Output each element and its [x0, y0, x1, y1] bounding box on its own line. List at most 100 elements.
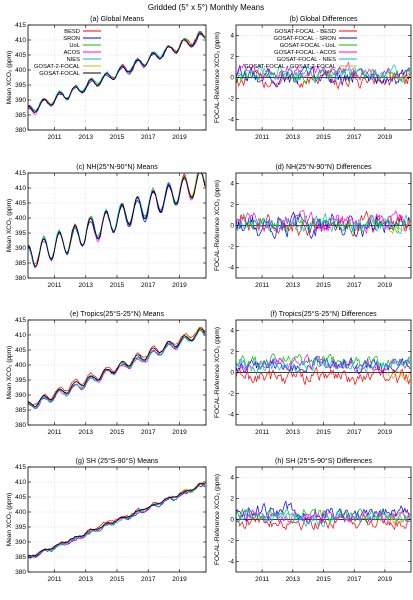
legend-label: GOSAT-2-FOCAL — [34, 64, 81, 70]
series-line — [235, 507, 411, 525]
panel-title: (b) Global Differences — [290, 16, 358, 23]
y-tick-label: 390 — [15, 97, 26, 104]
series-line — [27, 326, 206, 405]
x-tick-label: 2019 — [172, 134, 187, 141]
y-axis-label: FOCAL-Reference XCO₂ (ppm) — [214, 474, 221, 565]
x-tick-label: 2011 — [255, 282, 269, 289]
chart-panel: 2011 2013 2015 2017 2019 380 385 390 395 400 405 41… — [6, 16, 207, 141]
x-tick-label: 2011 — [48, 429, 62, 436]
x-tick-label: 2015 — [316, 134, 331, 141]
x-tick-label: 2017 — [141, 576, 156, 583]
legend: BESDSRONUoLACOSNIESGOSAT-2-FOCALGOSAT-FO… — [34, 29, 101, 77]
legend-label: GOSAT-FOCAL - SRON — [274, 36, 336, 42]
x-tick-label: 2013 — [286, 576, 301, 583]
x-tick-label: 2011 — [48, 282, 62, 289]
y-tick-label: -4 — [228, 559, 234, 566]
y-tick-label: 410 — [15, 332, 26, 339]
series-line — [27, 483, 206, 559]
y-tick-label: 385 — [15, 260, 26, 267]
y-tick-label: 415 — [15, 170, 26, 177]
y-tick-label: 4 — [230, 475, 234, 482]
series-line — [27, 172, 206, 267]
y-tick-label: 0 — [230, 223, 234, 230]
x-tick-label: 2017 — [347, 429, 362, 436]
series-line — [235, 356, 411, 376]
x-tick-label: 2013 — [286, 429, 301, 436]
series-line — [386, 71, 411, 81]
y-tick-label: 380 — [15, 422, 26, 429]
x-tick-label: 2017 — [347, 134, 362, 141]
x-tick-label: 2019 — [378, 282, 393, 289]
y-tick-label: 2 — [230, 496, 234, 503]
series-line — [180, 172, 207, 197]
y-tick-label: 0 — [230, 370, 234, 377]
y-tick-label: 0 — [230, 517, 234, 524]
x-tick-label: 2017 — [141, 282, 156, 289]
series-line — [386, 369, 411, 384]
x-tick-label: 2013 — [79, 576, 94, 583]
legend-label: UoL — [69, 43, 80, 49]
y-tick-label: 390 — [15, 392, 26, 399]
y-tick-label: 395 — [15, 524, 26, 531]
figure-title: Gridded (5° x 5°) Monthly Means — [148, 3, 264, 12]
y-tick-label: 385 — [15, 112, 26, 119]
x-tick-label: 2013 — [286, 282, 301, 289]
panel-title: (c) NH(25°N-90°N) Means — [76, 163, 158, 171]
panel-title: (f) Tropics(25°S-25°N) Differences — [270, 310, 377, 318]
y-tick-label: 410 — [15, 37, 26, 44]
y-tick-label: 380 — [15, 127, 26, 134]
x-tick-label: 2017 — [141, 134, 156, 141]
series-line — [235, 210, 411, 235]
chart-panel: 2011 2013 2015 2017 2019 380 385 390 395 400 405 41… — [6, 457, 207, 583]
x-tick-label: 2019 — [378, 134, 393, 141]
y-tick-label: 390 — [15, 245, 26, 252]
legend-label: SRON — [63, 36, 80, 42]
y-tick-label: 395 — [15, 377, 26, 384]
series-line — [27, 483, 206, 558]
y-tick-label: 410 — [15, 185, 26, 192]
legend-label: GOSAT-FOCAL - GOSAT-2-FOCAL — [244, 64, 336, 70]
legend-label: ACOS — [64, 50, 81, 56]
y-tick-label: 405 — [15, 494, 26, 501]
chart-panel: 2011 2013 2015 2017 2019 -4 -2 0 2 4 (f) Tropics(2… — [214, 310, 412, 436]
y-tick-label: 380 — [15, 569, 26, 576]
y-tick-label: 390 — [15, 539, 26, 546]
x-tick-label: 2019 — [378, 429, 393, 436]
y-tick-label: 2 — [230, 54, 234, 61]
y-tick-label: 4 — [230, 33, 234, 40]
panel-title: (a) Global Means — [90, 16, 144, 23]
series-line — [27, 329, 206, 410]
panel-title: (g) SH (25°S-90°S) Means — [76, 457, 159, 465]
y-tick-label: 400 — [15, 215, 26, 222]
series-line — [235, 509, 411, 526]
chart-panel: 2011 2013 2015 2017 2019 380 385 390 395 400 405 41… — [6, 163, 207, 289]
x-tick-label: 2017 — [141, 429, 156, 436]
y-tick-label: 0 — [230, 75, 234, 82]
x-tick-label: 2015 — [110, 429, 125, 436]
y-tick-label: -2 — [228, 538, 234, 545]
legend-label: GOSAT-FOCAL — [39, 71, 81, 77]
chart-panel: 2011 2013 2015 2017 2019 -4 -2 0 2 4 (d) NH(25°N-9… — [214, 163, 412, 289]
series-line — [235, 353, 411, 375]
y-axis-label: FOCAL-Reference XCO₂ (ppm) — [214, 32, 221, 123]
x-tick-label: 2019 — [378, 576, 393, 583]
y-tick-label: 4 — [230, 181, 234, 188]
x-tick-label: 2019 — [172, 429, 187, 436]
y-axis-label: Mean XCO₂ (ppm) — [6, 51, 13, 104]
y-tick-label: 415 — [15, 464, 26, 471]
y-tick-label: 415 — [15, 22, 26, 29]
x-tick-label: 2019 — [172, 576, 187, 583]
panel-title: (d) NH(25°N-90°N) Differences — [275, 163, 372, 171]
y-tick-label: 380 — [15, 275, 26, 282]
series-line — [386, 515, 411, 525]
y-tick-label: 405 — [15, 347, 26, 354]
chart-panel: 2011 2013 2015 2017 2019 -4 -2 0 2 4 (h) SH (25°S-… — [214, 457, 412, 583]
legend-label: GOSAT-FOCAL - ACOS — [274, 50, 336, 56]
y-axis-label: Mean XCO₂ (ppm) — [6, 346, 13, 399]
legend-label: NIES — [66, 57, 80, 63]
legend-label: GOSAT-FOCAL - NIES — [277, 57, 336, 63]
series-line — [235, 69, 411, 90]
y-axis-label: FOCAL-Reference XCO₂ (ppm) — [214, 180, 221, 271]
